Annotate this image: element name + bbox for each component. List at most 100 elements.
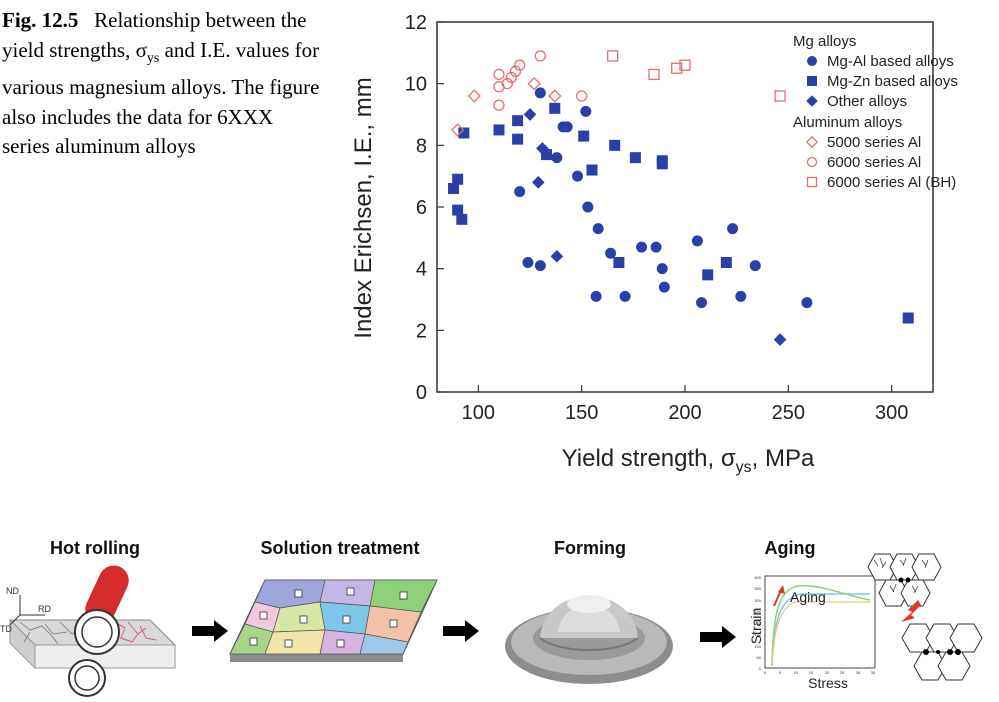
aging-ytick-400: 400 (754, 575, 761, 580)
data-point (509, 65, 522, 77)
data-points (448, 50, 914, 346)
data-point (536, 142, 549, 155)
legend-marker (805, 135, 819, 149)
aging-ytick-200: 200 (754, 621, 761, 626)
data-point (605, 247, 617, 259)
step-title-solution-treatment: Solution treatment (260, 538, 420, 558)
data-point (522, 257, 534, 268)
aging-ytick-250: 250 (754, 609, 761, 614)
data-point (582, 201, 594, 213)
data-point (902, 312, 914, 324)
x-axis-title-main: Yield strength, σ (562, 445, 736, 472)
data-point (551, 152, 563, 164)
y-tick-label: 2 (416, 320, 427, 342)
figure-label: Fig. 12.5 (2, 8, 79, 32)
aging-illustration: 400 350 300 250 200 150 100 50 0 0 5 10 … (750, 553, 983, 691)
right-arrow-2 (443, 620, 479, 642)
figure-caption: Fig. 12.5 Relationship between the yield… (2, 6, 322, 162)
legend-marker (806, 156, 818, 168)
x-tick-label: 300 (875, 402, 908, 424)
caption-sub: ys (146, 50, 160, 66)
data-point (656, 158, 668, 170)
data-point (512, 115, 524, 127)
data-point (658, 281, 670, 293)
data-point (452, 204, 464, 216)
data-point (629, 152, 641, 164)
aging-xtick-15: 15 (809, 670, 814, 675)
data-point (607, 50, 619, 62)
data-point (452, 173, 464, 185)
legend-entry: Mg-Zn based alloys (827, 73, 958, 90)
aging-ylabel: Strain (750, 608, 764, 645)
data-point (531, 176, 545, 189)
aging-xlabel: Stress (808, 675, 848, 691)
y-tick-label: 8 (416, 135, 427, 157)
data-point (448, 183, 460, 194)
legend-marker (807, 76, 817, 86)
data-point (735, 290, 747, 302)
right-arrow-1 (192, 620, 228, 642)
legend-entry: Other alloys (827, 93, 907, 110)
x-axis-title: Yield strength, σys, MPa (562, 445, 815, 476)
data-point (514, 59, 526, 71)
data-point (671, 62, 683, 74)
caption-text-pre: Relationship between the yield strengths… (2, 8, 307, 62)
data-point (576, 90, 588, 102)
data-point (572, 170, 584, 182)
td-label: TD (0, 624, 12, 634)
x-tick-label: 150 (565, 402, 598, 424)
legend-entry: Mg-Al based alloys (827, 53, 954, 70)
axis-ticks: 100 150 200 250 300 0 2 4 6 8 10 12 (405, 12, 909, 424)
data-point (578, 130, 590, 142)
data-point (458, 127, 470, 139)
data-point (636, 241, 648, 253)
aging-xtick-20: 20 (825, 670, 830, 675)
data-point (534, 260, 546, 272)
data-point (691, 235, 703, 247)
data-point (514, 186, 526, 198)
step-title-hot-rolling: Hot rolling (50, 538, 140, 558)
legend-entry: 6000 series Al (BH) (827, 174, 956, 191)
y-axis-title: Index Erichsen, I.E., mm (350, 77, 377, 338)
y-tick-label: 12 (405, 12, 427, 34)
data-point (619, 290, 631, 302)
legend-group-title: Mg alloys (793, 33, 856, 50)
data-point (696, 297, 708, 309)
data-point (548, 89, 562, 103)
aging-ytick-0: 0 (759, 666, 762, 671)
y-tick-label: 10 (405, 74, 427, 96)
data-point (493, 124, 505, 136)
data-point (523, 108, 537, 121)
x-axis-title-tail: , MPa (752, 445, 815, 472)
data-point (493, 68, 505, 81)
step-title-aging: Aging (764, 538, 816, 558)
data-point (609, 139, 621, 151)
data-point (467, 89, 481, 103)
data-point (702, 269, 714, 281)
data-point (613, 257, 625, 268)
data-point (656, 263, 668, 275)
aging-xtick-30: 30 (856, 670, 861, 675)
y-tick-label: 6 (416, 197, 427, 219)
legend-group-title: Aluminum alloys (793, 114, 902, 131)
caption-text-post: and I.E. values for various magnesium al… (2, 37, 320, 159)
legend-entry: 5000 series Al (827, 134, 921, 151)
x-tick-label: 250 (772, 402, 805, 424)
data-point (550, 250, 564, 263)
aging-xtick-25: 25 (840, 670, 845, 675)
data-point (774, 90, 786, 102)
aging-annotation: Aging (790, 589, 826, 605)
data-point (679, 59, 691, 71)
aging-xtick-10: 10 (794, 670, 799, 675)
nd-label: ND (6, 586, 19, 596)
x-tick-label: 100 (462, 402, 495, 424)
data-point (580, 105, 592, 117)
x-tick-label: 200 (668, 402, 701, 424)
data-point (541, 149, 553, 161)
caption-sigma: σ (135, 37, 147, 62)
step-title-forming: Forming (554, 538, 626, 558)
aging-ytick-300: 300 (754, 598, 761, 603)
data-point (505, 71, 518, 84)
legend-marker (806, 176, 818, 188)
data-point (648, 68, 660, 81)
